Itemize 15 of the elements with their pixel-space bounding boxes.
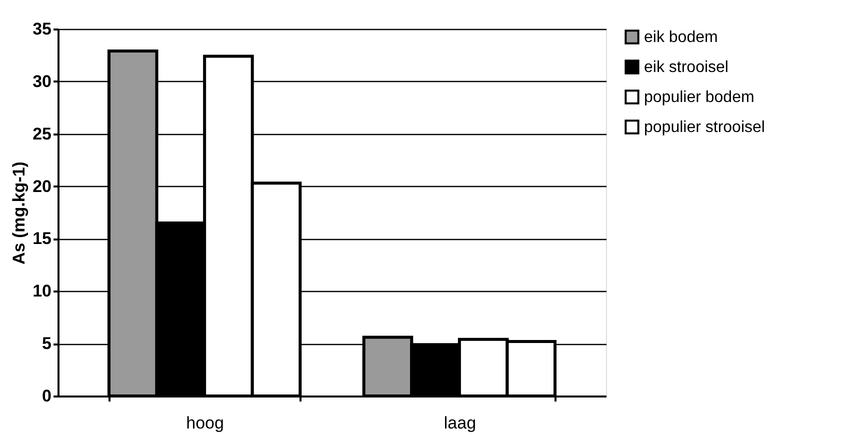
legend-label: populier bodem — [644, 89, 754, 106]
y-axis-title: As (mg.kg-1) — [10, 162, 29, 264]
y-tick-label: 15 — [32, 229, 52, 248]
x-tick-label: laag — [444, 414, 476, 432]
y-tick-label: 10 — [32, 282, 52, 301]
y-tick-label: 30 — [32, 72, 52, 91]
legend-label: eik strooisel — [644, 59, 728, 76]
legend-label: eik bodem — [644, 29, 718, 46]
y-tick-label: 0 — [42, 386, 52, 406]
y-tick-label: 35 — [32, 20, 52, 38]
y-tick-label: 5 — [42, 334, 52, 354]
y-tick-label: 25 — [32, 124, 52, 144]
y-tick-label: 20 — [32, 176, 52, 196]
x-tick-label: hoog — [186, 414, 224, 432]
legend-label: populier strooisel — [644, 119, 765, 136]
